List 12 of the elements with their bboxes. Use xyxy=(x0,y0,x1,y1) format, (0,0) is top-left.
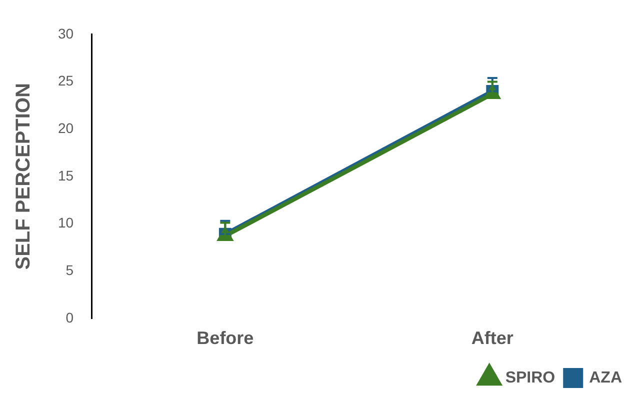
y-axis-title: SELF PERCEPTION xyxy=(12,83,35,270)
y-tick-label: 30 xyxy=(58,25,74,42)
y-tick-label: 5 xyxy=(66,262,74,278)
y-tick-label: 10 xyxy=(58,214,74,231)
legend-label: SPIRO xyxy=(505,369,556,386)
y-tick-label: 20 xyxy=(58,120,74,136)
y-tick-label: 15 xyxy=(58,167,74,184)
y-tick-label: 25 xyxy=(58,72,74,89)
x-tick-label: Before xyxy=(196,328,254,348)
y-tick-label: 0 xyxy=(66,309,74,326)
legend-label: AZA xyxy=(589,369,622,386)
x-tick-label: After xyxy=(471,328,514,348)
